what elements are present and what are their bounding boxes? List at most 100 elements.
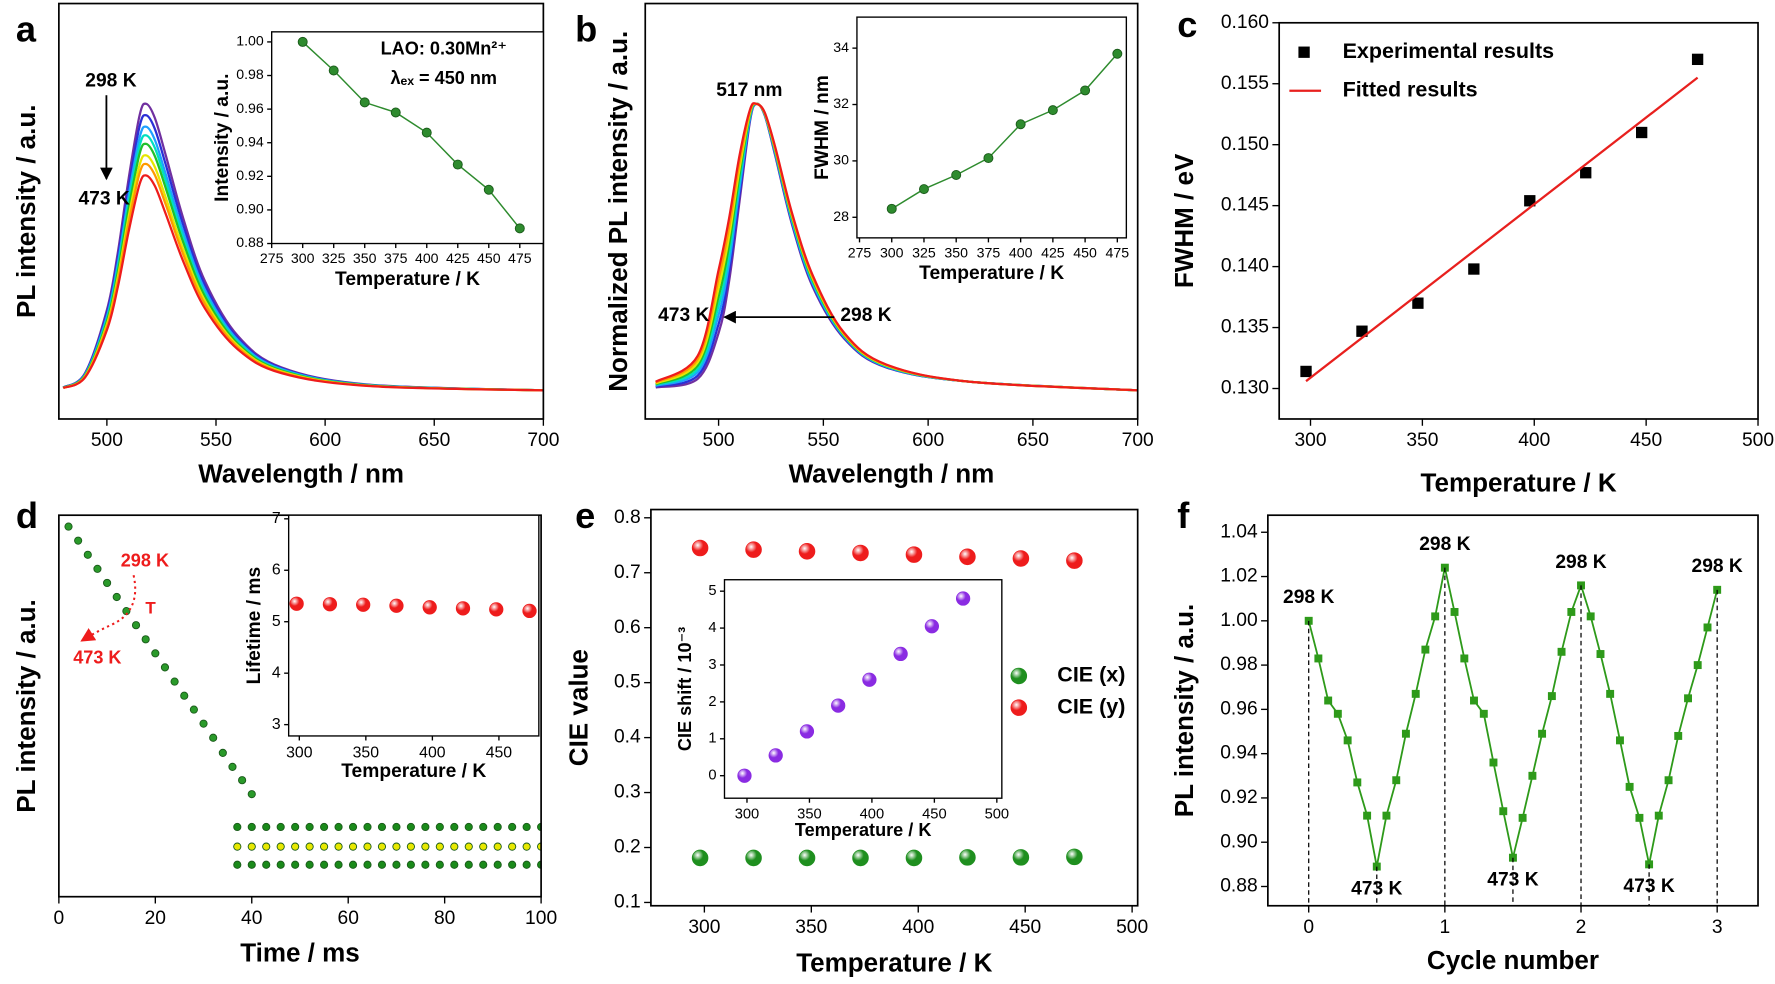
x-tick-label: 700 [1122,430,1154,451]
inset-background [288,515,539,736]
data-point [1012,849,1030,866]
annotation: 298 K [121,550,169,570]
inset-background [271,31,544,244]
x-tick-label: 400 [415,250,439,266]
data-point [1412,297,1424,309]
x-tick-label: 400 [1009,244,1033,260]
data-point [334,860,343,869]
data-point [422,600,437,615]
y-tick-label: 0.160 [1221,12,1269,33]
axes-frame [856,16,1128,239]
data-point [93,564,102,573]
data-point [1298,46,1310,58]
data-point [1066,848,1083,866]
x-tick-label: 275 [848,244,872,260]
data-point [103,578,112,588]
y-tick-label: 0.4 [614,727,641,748]
data-point [1421,645,1430,654]
data-point [479,822,488,832]
x-tick-label: 600 [912,430,944,451]
y-axis-title: PL intensity / a.u. [1169,604,1199,817]
data-point [435,860,444,869]
data-point [392,860,401,869]
y-tick-label: 0.94 [236,133,264,149]
y-tick-label: 0.150 [1221,134,1269,155]
data-point [1015,119,1026,130]
data-point [160,663,170,672]
data-point [489,602,504,617]
data-point [1431,612,1440,621]
data-point [508,822,517,832]
x-tick-label: 450 [486,744,513,761]
data-point [1010,667,1028,685]
y-tick-label: 0.88 [236,234,264,250]
x-axis-title: Temperature / K [919,263,1064,284]
data-point [421,127,432,138]
data-point [745,849,762,867]
data-point [799,724,815,739]
data-point [1411,689,1420,698]
x-tick-label: 350 [353,744,380,761]
data-point [435,822,444,832]
y-tick-label: 0.2 [614,837,641,858]
plot-area [1300,53,1704,383]
data-point [1625,782,1634,791]
data-point [359,97,370,108]
x-tick-label: 425 [1041,244,1065,260]
y-tick-label: 0.96 [236,100,264,116]
x-tick-label: 350 [353,250,377,266]
inset-background [856,17,1127,238]
y-tick-label: 0.145 [1221,195,1269,216]
series-line [1307,567,1719,867]
x-tick-label: 350 [797,806,822,822]
data-point [464,842,473,851]
data-point [1479,709,1488,718]
data-point [514,223,525,234]
data-point [348,842,358,851]
data-point [247,842,256,851]
x-tick-label: 300 [880,244,904,260]
data-point [322,597,338,612]
data-point [852,849,869,867]
data-point [522,860,531,869]
y-axis-title: CIE shift / 10⁻³ [675,627,695,751]
data-point [189,705,198,714]
data-point [289,596,304,611]
annotation: 298 K [85,71,136,92]
data-point [334,842,343,851]
data-point [1401,729,1410,738]
x-tick-label: 300 [735,806,760,822]
data-point [328,65,339,76]
x-tick-label: 80 [434,908,455,929]
x-tick-label: 450 [1630,430,1662,451]
data-point [141,635,150,644]
data-point [348,822,358,832]
data-point [483,184,494,195]
y-tick-label: 0.90 [1220,831,1257,852]
annotation: 298 K [1419,534,1470,555]
data-point [522,842,531,851]
annotations: 298 K 473 K LAO: 0.30Mn²⁺ λₑₓ = 450 nm 5… [73,39,892,668]
panel-label: a [16,8,37,49]
data-point [1468,263,1480,275]
y-axis-title: FWHM / eV [1169,153,1199,288]
x-tick-label: 375 [384,250,408,266]
y-tick-label: 34 [833,39,849,55]
data-point [1343,736,1352,745]
data-point [389,598,404,613]
x-tick-label: 475 [1106,244,1130,260]
data-point [291,860,300,869]
arrow [80,574,137,642]
y-axis-title: Normalized PL intensity / a.u. [603,31,633,392]
data-point [1333,709,1342,718]
y-tick-label: 2 [708,694,716,710]
data-point [1586,612,1595,621]
data-point [247,822,256,832]
data-point [951,170,962,180]
data-point [320,860,329,869]
data-point [1010,699,1028,716]
data-point [1615,736,1624,745]
x-tick-label: 600 [309,430,341,451]
x-tick-label: 400 [1518,430,1550,451]
annotation: 298 K [1555,552,1606,573]
